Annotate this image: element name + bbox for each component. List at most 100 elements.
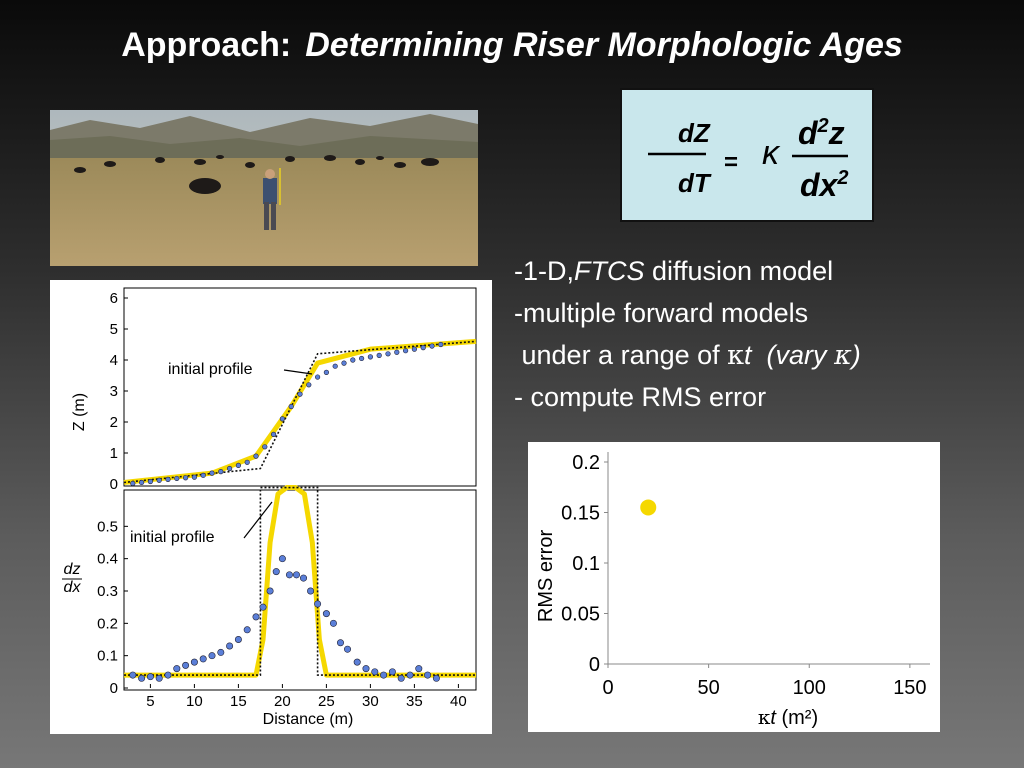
observed-point	[380, 671, 388, 679]
top-plot: 0 1 2 3 4 5 6	[110, 290, 477, 493]
observed-point	[174, 475, 180, 482]
observed-point	[388, 668, 396, 676]
observed-point	[183, 475, 189, 481]
observed-point	[259, 603, 267, 611]
xtick-label: 25	[318, 693, 335, 710]
observed-point	[336, 639, 344, 647]
rms-point	[640, 499, 657, 516]
observed-point	[322, 610, 330, 618]
field-photo	[50, 110, 478, 266]
observed-point	[138, 479, 145, 486]
observed-point	[285, 571, 293, 579]
rms-ytick-label: 0.15	[561, 503, 600, 525]
observed-point	[191, 474, 197, 480]
observed-point	[262, 444, 268, 450]
observed-point	[226, 642, 234, 650]
observed-point	[279, 416, 285, 422]
observed-point	[271, 431, 277, 437]
observed-point	[329, 619, 337, 627]
rms-chart-svg: RMS error κt (m²) 0 0.05 0.1 0.15 0.2 0 50 100 1…	[535, 452, 930, 729]
ytick-label: 0.5	[97, 518, 118, 535]
bottom-plot-frame	[123, 489, 477, 691]
observed-point	[429, 343, 435, 349]
xtick-label: 15	[230, 693, 247, 710]
observed-point	[252, 613, 260, 621]
diffusion-equation: dZ dT = κ d2z dx2	[620, 88, 874, 222]
observed-point	[208, 652, 216, 660]
xtick-label: 40	[450, 693, 467, 710]
ytick-label: 2	[110, 414, 118, 431]
xtick-label: 35	[406, 693, 423, 710]
ytick-label: 6	[110, 290, 118, 307]
eq-rhs-denominator: dx2	[800, 167, 848, 203]
observed-point	[182, 661, 190, 669]
initial-profile-line	[124, 486, 476, 676]
rms-ytick-label: 0.1	[572, 553, 600, 575]
top-annotation: initial profile	[168, 361, 253, 378]
title-prefix: Approach:	[121, 26, 292, 64]
observed-point	[350, 357, 356, 363]
bottom-plot: 0 0.1 0.2 0.3 0.4 0.5 5 10 15 20 25 30 35 40	[97, 485, 476, 710]
rms-xtick-label: 0	[602, 677, 613, 699]
observed-point	[403, 348, 409, 354]
ytick-label: 3	[110, 383, 118, 400]
xtick-label: 10	[186, 693, 203, 710]
observed-point	[323, 369, 330, 375]
bottom-ylabel-num: dz	[64, 561, 81, 578]
ytick-label: 4	[110, 352, 118, 369]
observed-point	[438, 341, 444, 348]
rms-ytick-label: 0.2	[572, 452, 600, 474]
ytick-label: 0.1	[97, 648, 118, 665]
bottom-annotation: initial profile	[130, 529, 215, 546]
ytick-label: 0.4	[97, 551, 118, 568]
observed-point	[394, 349, 400, 355]
initial-profile-line	[123, 340, 477, 484]
observed-point	[341, 360, 347, 366]
eq-lhs-denominator: dT	[678, 168, 712, 198]
observed-point	[217, 648, 225, 656]
observed-point	[266, 587, 274, 595]
observed-point	[227, 465, 233, 472]
observed-point	[130, 480, 136, 486]
ytick-label: 0	[110, 680, 118, 697]
rms-ylabel: RMS error	[535, 530, 557, 623]
ytick-label: 0.3	[97, 583, 118, 600]
observed-point	[164, 671, 172, 679]
method-bullets: -1-D,FTCS diffusion model -multiple forw…	[514, 250, 861, 418]
observed-point	[367, 354, 374, 360]
observed-point	[129, 671, 137, 679]
ytick-label: 1	[110, 445, 118, 462]
observed-point	[253, 453, 259, 459]
xtick-label: 20	[274, 693, 291, 710]
observed-point	[199, 655, 207, 663]
rms-plot: 0 0.05 0.1 0.15 0.2 0 50 100 150	[561, 452, 930, 699]
observed-point	[432, 674, 440, 682]
observed-point	[406, 671, 414, 679]
observed-point	[288, 403, 294, 410]
observed-point	[165, 476, 171, 482]
bullet-1: -1-D,FTCS diffusion model	[514, 256, 834, 286]
xtick-label: 5	[146, 693, 154, 710]
rms-ytick-label: 0	[589, 654, 600, 676]
observed-point	[146, 673, 154, 681]
bullet-2: -multiple forward models	[514, 298, 809, 328]
rms-xtick-label: 150	[893, 677, 926, 699]
eq-rhs-numerator: d2z	[798, 115, 845, 151]
observed-point	[362, 665, 370, 673]
observed-point	[235, 462, 241, 468]
bottom-xlabel: Distance (m)	[263, 711, 354, 728]
eq-kappa: κ	[762, 134, 781, 172]
rms-xtick-label: 100	[793, 677, 826, 699]
ytick-label: 0.2	[97, 615, 118, 632]
observed-point	[424, 671, 432, 679]
observed-point	[420, 344, 426, 351]
observed-point	[292, 571, 300, 579]
model-profile-line	[124, 485, 476, 678]
observed-point	[234, 635, 242, 643]
rms-chart: RMS error κt (m²) 0 0.05 0.1 0.15 0.2 0 50 100 1…	[528, 442, 940, 732]
observed-point	[353, 658, 361, 666]
observed-point	[315, 374, 321, 380]
rms-ytick-label: 0.05	[561, 604, 600, 626]
slide-title: Approach: Determining Riser Morphologic A…	[0, 26, 1024, 65]
